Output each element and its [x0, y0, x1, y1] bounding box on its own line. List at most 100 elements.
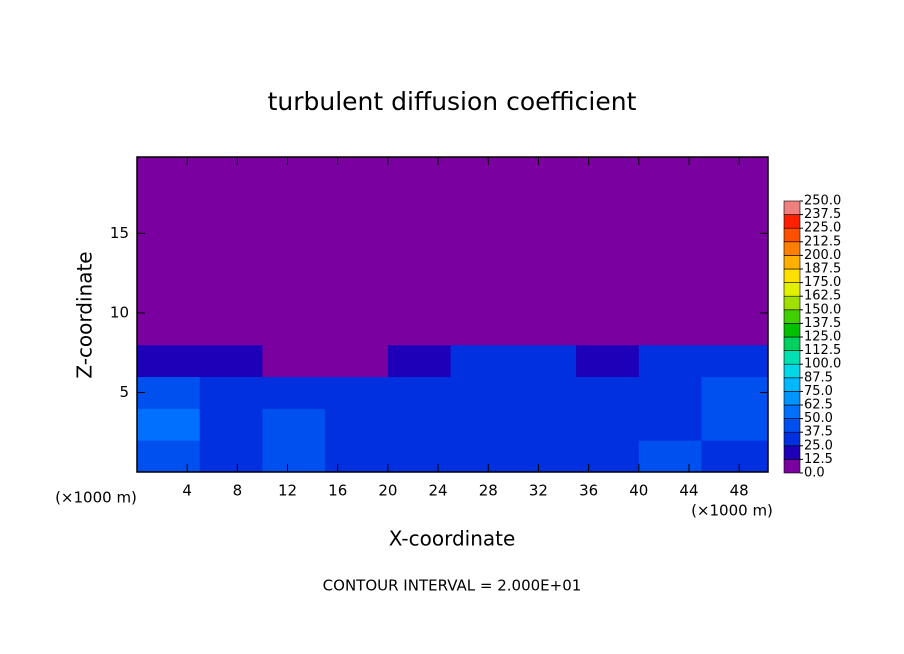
- heatmap-cell: [387, 344, 452, 378]
- x-axis-label: X-coordinate: [389, 527, 516, 551]
- x-tick-label: 24: [429, 482, 448, 500]
- colorbar-swatch: [783, 241, 801, 256]
- x-tick-label: 12: [278, 482, 297, 500]
- x-tick-label: 40: [629, 482, 648, 500]
- heatmap-cell: [701, 376, 769, 409]
- heatmap-cell: [701, 440, 769, 473]
- colorbar-label: 212.5: [804, 234, 841, 249]
- colorbar-swatch: [783, 336, 801, 351]
- heatmap-cell: [199, 376, 263, 409]
- heatmap-cell: [325, 440, 389, 473]
- heatmap-cell: [701, 344, 769, 378]
- y-unit-label: (×1000 m): [55, 489, 137, 507]
- x-tick-label: 32: [529, 482, 548, 500]
- heatmap-cell: [387, 376, 452, 409]
- colorbar-label: 100.0: [804, 357, 841, 372]
- heatmap-cell: [513, 344, 577, 378]
- colorbar-swatch: [783, 431, 801, 447]
- heatmap-cell: [262, 440, 326, 473]
- heatmap-cell: [387, 157, 452, 346]
- colorbar-swatch: [783, 418, 801, 433]
- heatmap-cell: [638, 157, 703, 346]
- heatmap-cell: [576, 408, 640, 441]
- colorbar-label: 125.0: [804, 330, 841, 345]
- heatmap-cell: [450, 408, 514, 441]
- heatmap-cell: [450, 344, 514, 378]
- heatmap-cell: [576, 440, 640, 473]
- colorbar-label: 175.0: [804, 275, 841, 290]
- colorbar-label: 150.0: [804, 302, 841, 317]
- colorbar-label: 250.0: [804, 194, 841, 209]
- colorbar-swatch: [783, 363, 801, 379]
- heatmap-cell: [137, 440, 201, 473]
- heatmap-cell: [638, 376, 703, 409]
- heatmap-cell: [137, 344, 201, 378]
- colorbar-swatch: [783, 404, 801, 419]
- heatmap-cell: [325, 344, 389, 378]
- x-tick-label: 4: [182, 482, 192, 500]
- heatmap-cell: [513, 157, 577, 346]
- colorbar-label: 37.5: [804, 425, 833, 440]
- heatmap-cell: [450, 440, 514, 473]
- colorbar-label: 162.5: [804, 289, 841, 304]
- colorbar-swatch: [783, 255, 801, 270]
- x-tick-label: 44: [679, 482, 698, 500]
- heatmap-cell: [387, 440, 452, 473]
- colorbar-label: 12.5: [804, 452, 833, 467]
- colorbar-swatch: [783, 227, 801, 243]
- heatmap-cell: [513, 440, 577, 473]
- colorbar-swatch: [783, 309, 801, 324]
- colorbar-label: 62.5: [804, 398, 833, 413]
- colorbar-label: 237.5: [804, 207, 841, 222]
- colorbar-label: 25.0: [804, 438, 833, 453]
- colorbar-swatch: [783, 282, 801, 297]
- heatmap-cell: [701, 157, 769, 346]
- colorbar-swatch: [783, 350, 801, 365]
- x-unit-label: (×1000 m): [691, 502, 773, 520]
- y-tick-label: 5: [119, 383, 129, 401]
- x-tick-label: 8: [233, 482, 243, 500]
- colorbar-label: 75.0: [804, 384, 833, 399]
- colorbar-label: 87.5: [804, 370, 833, 385]
- heatmap-cell: [513, 408, 577, 441]
- x-tick-label: 16: [328, 482, 347, 500]
- colorbar-swatch: [783, 214, 801, 229]
- colorbar-swatch: [783, 377, 801, 392]
- y-tick-label: 10: [110, 303, 129, 321]
- colorbar-label: 200.0: [804, 248, 841, 263]
- heatmap-cell: [638, 440, 703, 473]
- heatmap-cell: [137, 157, 201, 346]
- x-tick-label: 20: [378, 482, 397, 500]
- heatmap-cell: [262, 344, 326, 378]
- heatmap-cell: [137, 376, 201, 409]
- colorbar-swatch: [783, 200, 801, 215]
- heatmap-cell: [576, 344, 640, 378]
- heatmap-cell: [325, 408, 389, 441]
- colorbar-swatch: [783, 323, 801, 338]
- x-tick-label: 28: [479, 482, 498, 500]
- heatmap-cell: [137, 408, 201, 441]
- colorbar-label: 0.0: [804, 466, 825, 481]
- heatmap-cell: [325, 376, 389, 409]
- y-axis-label: Z-coordinate: [73, 251, 97, 378]
- heatmap-cell: [325, 157, 389, 346]
- heatmap-cell: [576, 157, 640, 346]
- heatmap-cell: [513, 376, 577, 409]
- heatmap-cell: [701, 408, 769, 441]
- colorbar-swatch: [783, 391, 801, 406]
- annotation: CONTOUR INTERVAL = 2.000E+01: [323, 577, 582, 595]
- colorbar-swatch: [783, 445, 801, 460]
- heatmap-cell: [387, 408, 452, 441]
- colorbar-label: 112.5: [804, 343, 841, 358]
- colorbar-label: 187.5: [804, 262, 841, 277]
- heatmap-cell: [638, 408, 703, 441]
- colorbar-swatch: [783, 268, 801, 283]
- heatmap-cell: [262, 157, 326, 346]
- colorbar-label: 225.0: [804, 221, 841, 236]
- heatmap-cell: [262, 408, 326, 441]
- colorbar-swatch: [783, 295, 801, 311]
- colorbar-swatch: [783, 459, 801, 474]
- colorbar-label: 50.0: [804, 411, 833, 426]
- heatmap-cell: [199, 344, 263, 378]
